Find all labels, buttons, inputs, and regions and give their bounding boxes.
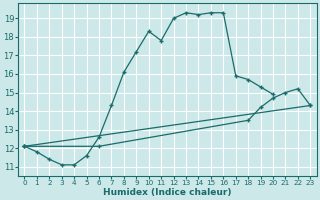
X-axis label: Humidex (Indice chaleur): Humidex (Indice chaleur)	[103, 188, 232, 197]
